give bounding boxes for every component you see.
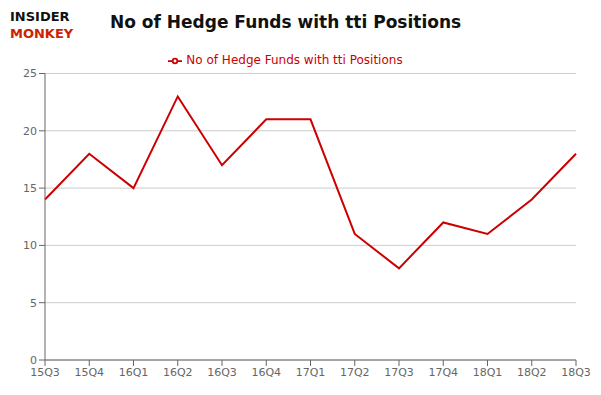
svg-text:16Q3: 16Q3: [207, 366, 237, 379]
svg-text:16Q1: 16Q1: [119, 366, 149, 379]
html-text:INSIDER: INSIDER: [10, 9, 70, 24]
svg-text:18Q2: 18Q2: [517, 366, 547, 379]
svg-text:0: 0: [30, 354, 37, 367]
svg-text:16Q2: 16Q2: [163, 366, 193, 379]
svg-text:16Q4: 16Q4: [251, 366, 281, 379]
html-text:MONKEY: MONKEY: [10, 26, 74, 41]
html-text:No of Hedge Funds with tti Pos: No of Hedge Funds with tti Positions: [186, 53, 403, 67]
svg-text:10: 10: [23, 239, 37, 252]
html-text:No of Hedge Funds with tti Pos: No of Hedge Funds with tti Positions: [110, 12, 462, 32]
svg-text:17Q1: 17Q1: [296, 366, 326, 379]
svg-text:17Q4: 17Q4: [428, 366, 458, 379]
svg-text:5: 5: [30, 297, 37, 310]
svg-text:18Q3: 18Q3: [561, 366, 591, 379]
svg-text:17Q2: 17Q2: [340, 366, 370, 379]
svg-text:17Q3: 17Q3: [384, 366, 414, 379]
svg-text:15Q4: 15Q4: [74, 366, 104, 379]
svg-text:18Q1: 18Q1: [473, 366, 503, 379]
svg-text:15: 15: [23, 182, 37, 195]
svg-text:20: 20: [23, 125, 37, 138]
svg-text:15Q3: 15Q3: [30, 366, 60, 379]
svg-text:25: 25: [23, 67, 37, 80]
